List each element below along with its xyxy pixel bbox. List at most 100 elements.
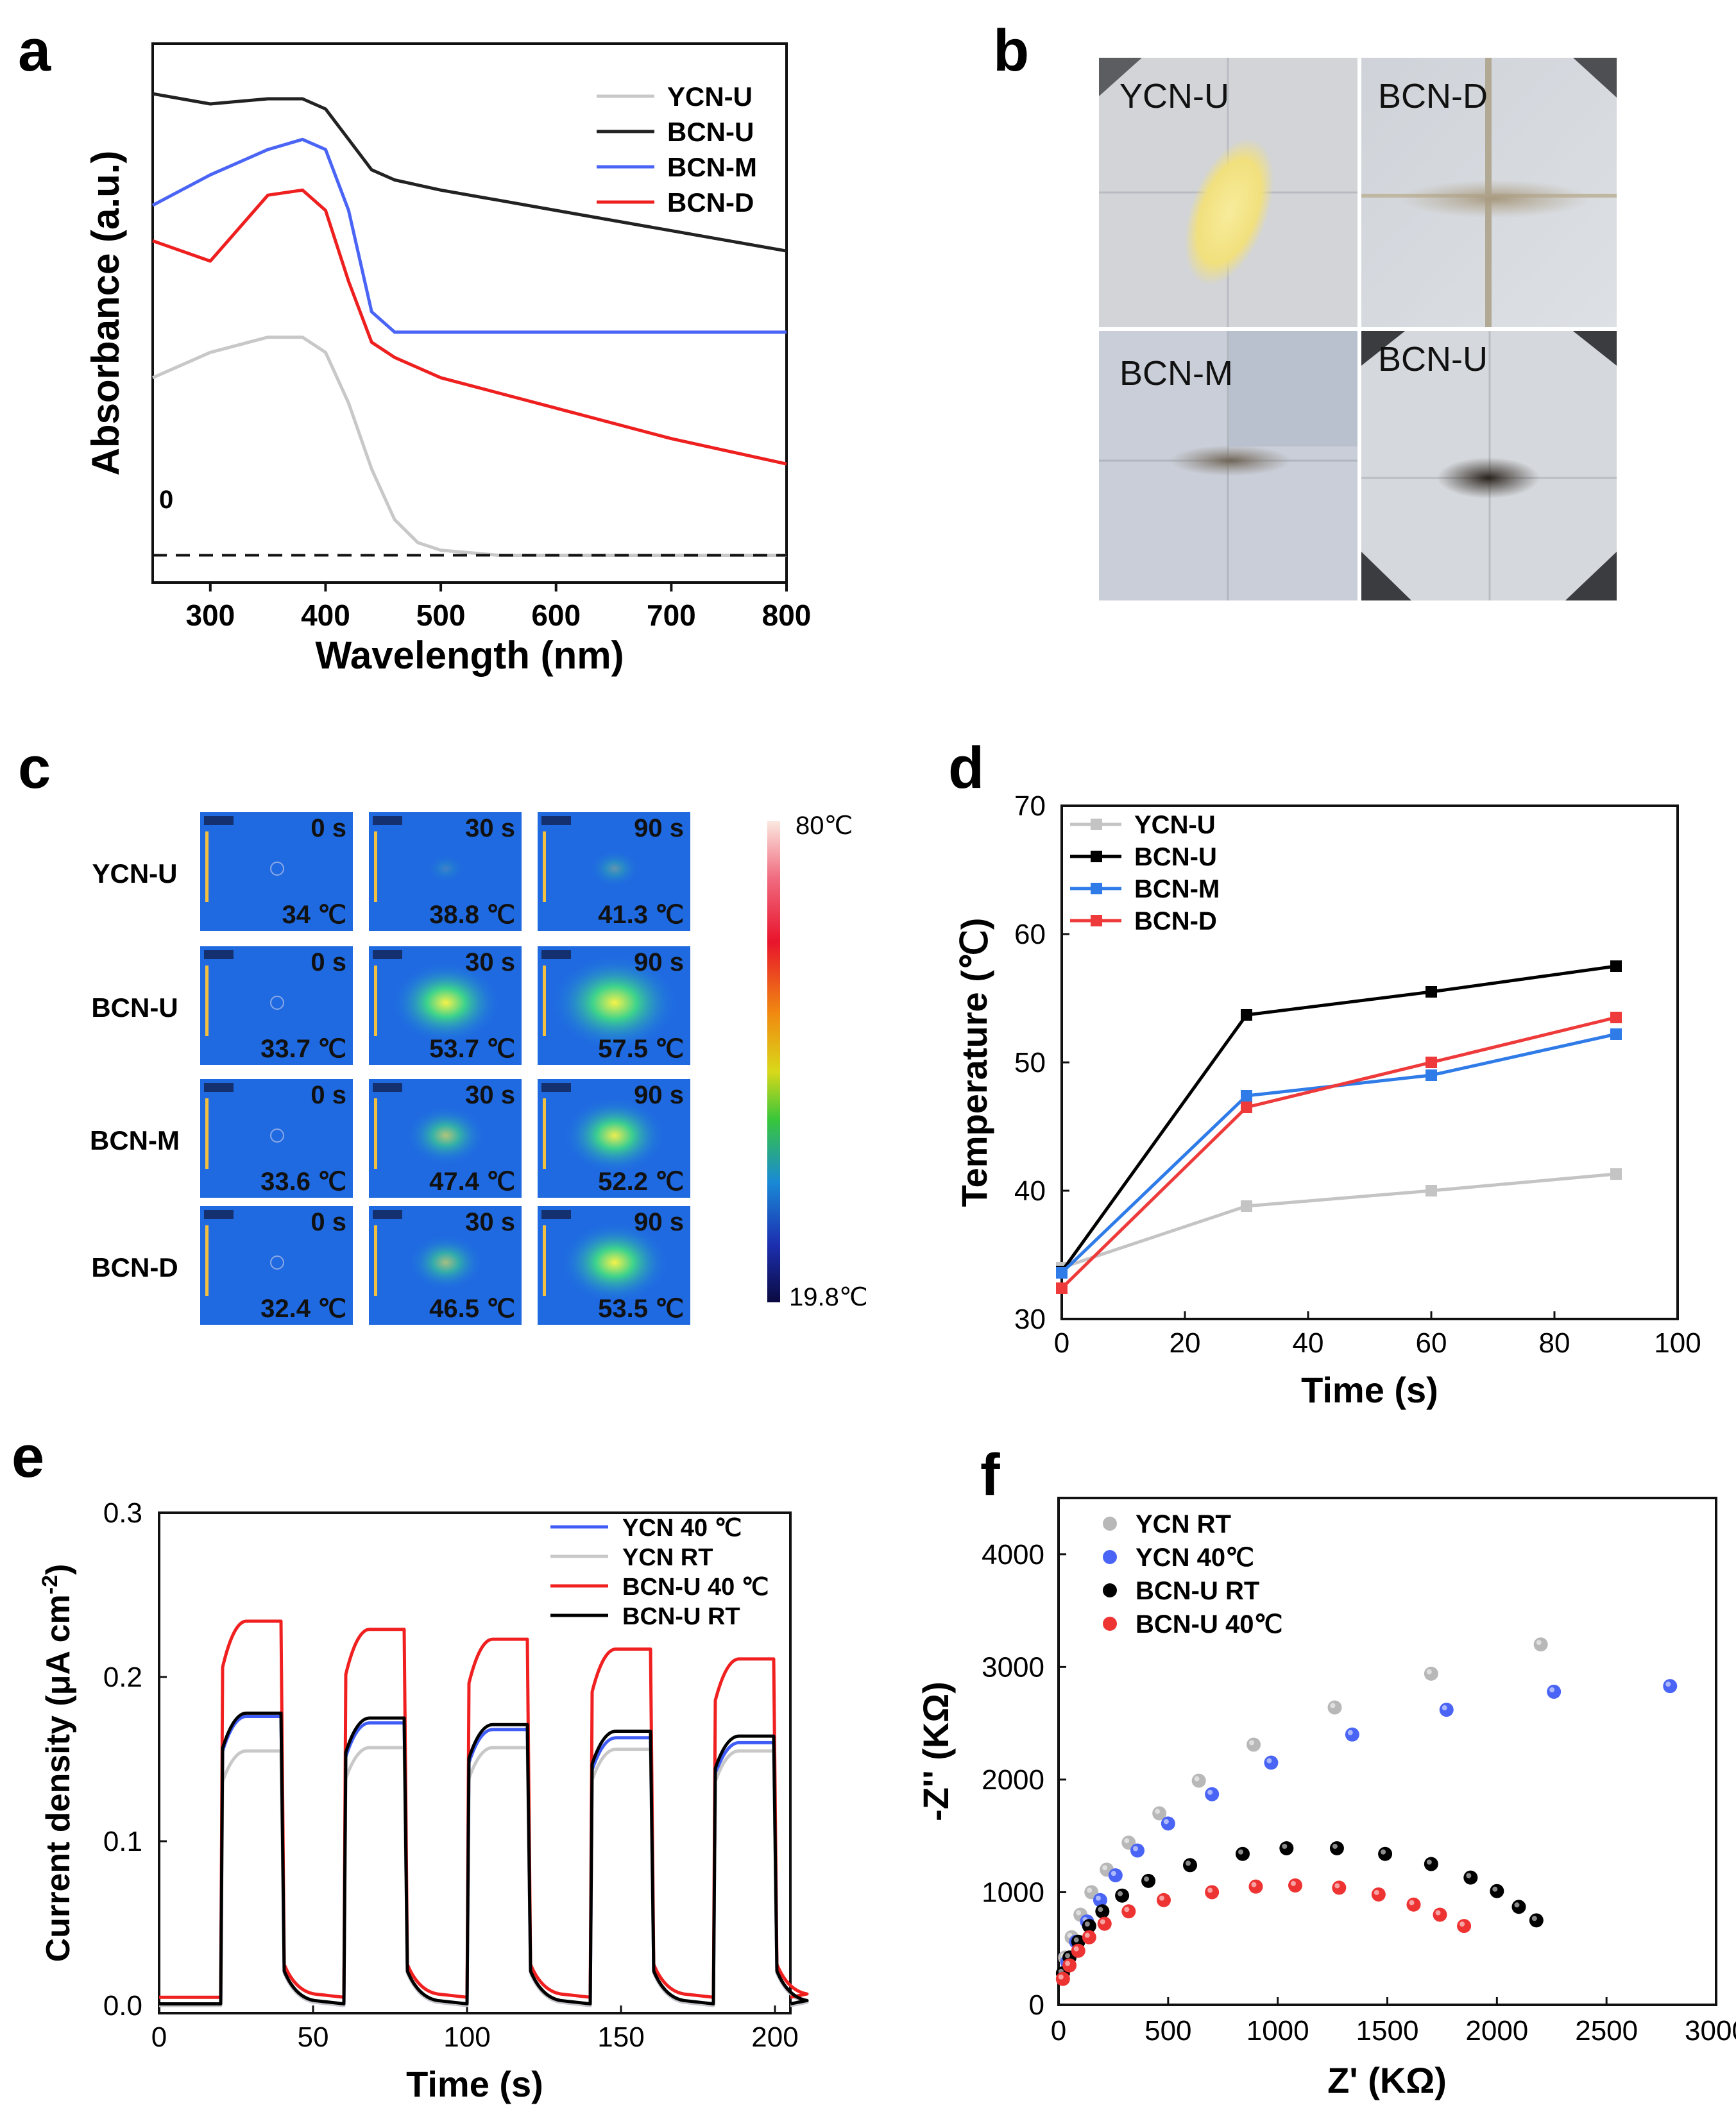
panel-letter-c: c — [18, 735, 51, 801]
panel-letter-b: b — [993, 18, 1029, 83]
x-tick-label: 80 — [1539, 1327, 1570, 1359]
data-point — [1406, 1897, 1421, 1912]
x-tick-label: 150 — [597, 2022, 644, 2053]
time-label: 0 s — [311, 814, 346, 842]
series-line-bcn-u-rt — [159, 1711, 809, 2005]
point-highlight — [1435, 1910, 1441, 1916]
data-point — [1161, 1816, 1175, 1831]
legend-marker — [1103, 1517, 1117, 1531]
mini-scale — [374, 1225, 377, 1296]
photo-tile-bcn-m: BCN-M — [1099, 331, 1357, 600]
point-highlight — [1067, 1932, 1073, 1938]
y-axis-label-d: Temperature (℃) — [954, 918, 994, 1207]
overlay-box — [204, 1210, 234, 1219]
data-point — [1157, 1893, 1171, 1907]
point-highlight — [1076, 1910, 1082, 1916]
x-axis-label-a: Wavelength (nm) — [315, 634, 624, 677]
panel-letter-e: e — [12, 1424, 44, 1490]
photo-tile-ycn-u: YCN-U — [1099, 58, 1357, 327]
legend-label: BCN-U RT — [1136, 1577, 1259, 1605]
legend-label: BCN-U — [667, 117, 754, 147]
legend-marker — [1103, 1550, 1117, 1564]
color-scale-bar — [767, 821, 780, 1302]
point-highlight — [1514, 1902, 1520, 1908]
point-highlight — [1159, 1895, 1164, 1901]
data-point — [1439, 1703, 1454, 1717]
panel-b: b YCN-U BCN-D BCN-M — [993, 18, 1617, 600]
thermal-image-grid: YCN-U 0 s 34 ℃ 30 s 38.8 ℃ 90 s 41.3 ℃ BCN-U 0 s… — [90, 812, 690, 1325]
temperature-label: 47.4 ℃ — [429, 1168, 515, 1196]
data-point — [1062, 1958, 1077, 1973]
data-point — [1327, 1700, 1342, 1715]
x-ticks-a: 300 400 500 600 700 800 — [185, 583, 811, 632]
panel-letter-f: f — [980, 1442, 1000, 1508]
data-point — [1183, 1858, 1197, 1873]
point-highlight — [1100, 1919, 1105, 1925]
mini-scale — [374, 1098, 377, 1169]
y-tick-label: 3000 — [982, 1651, 1044, 1683]
x-tick-label: 2000 — [1465, 2015, 1528, 2047]
scale-max-label: 80℃ — [796, 812, 853, 840]
mini-scale — [543, 966, 546, 1036]
legend-marker — [1091, 819, 1102, 830]
time-label: 30 s — [465, 948, 515, 976]
x-tick-label: 50 — [298, 2022, 329, 2053]
temperature-label: 33.6 ℃ — [260, 1168, 346, 1196]
panel-c: c YCN-U 0 s 34 ℃ 30 s 38.8 ℃ 90 s 41.3 ℃ BCN-U 0… — [18, 735, 868, 1325]
point-highlight — [1111, 1871, 1116, 1877]
legend-a: YCN-U BCN-U BCN-M BCN-D — [597, 81, 757, 217]
hotspot — [406, 1105, 486, 1166]
data-point — [1424, 1666, 1438, 1681]
temperature-label: 33.7 ℃ — [260, 1035, 346, 1063]
data-point — [1279, 1841, 1294, 1855]
tile-corner-shadow — [1573, 58, 1617, 98]
photo-tile-bcn-d: BCN-D — [1361, 58, 1617, 327]
legend-marker — [1103, 1617, 1117, 1631]
data-point — [1241, 1102, 1252, 1113]
data-point — [1345, 1727, 1359, 1742]
tile-label: BCN-M — [1119, 354, 1233, 393]
photo-tile-bcn-u: BCN-U — [1361, 331, 1617, 600]
point-highlight — [1087, 1887, 1093, 1893]
data-point — [1095, 1904, 1110, 1919]
legend-label: YCN 40℃ — [1136, 1544, 1254, 1572]
y-axis-label-e: Current density (μA cm-2) — [38, 1564, 77, 1962]
time-label: 0 s — [311, 1081, 346, 1109]
point-highlight — [1124, 1907, 1130, 1912]
data-point — [1378, 1846, 1393, 1861]
data-point — [1663, 1679, 1678, 1694]
time-label: 0 s — [311, 948, 346, 976]
overlay-box — [541, 1083, 571, 1092]
temperature-label: 53.7 ℃ — [429, 1035, 515, 1063]
point-highlight — [1374, 1889, 1379, 1895]
data-point — [1205, 1885, 1220, 1900]
point-highlight — [1466, 1873, 1472, 1878]
tan-powder — [1399, 180, 1591, 218]
point-highlight — [1665, 1681, 1671, 1687]
point-highlight — [1058, 1974, 1064, 1980]
point-highlight — [1459, 1921, 1465, 1927]
plot-frame-a — [151, 42, 788, 584]
data-point — [1490, 1884, 1504, 1898]
data-point — [1610, 1168, 1622, 1180]
data-point — [1241, 1200, 1252, 1212]
overlay-box — [373, 1210, 402, 1219]
x-tick-label: 0 — [151, 2022, 167, 2053]
crosshair — [270, 996, 284, 1010]
y-tick-label: 70 — [1014, 790, 1046, 822]
point-highlight — [1291, 1880, 1296, 1886]
overlay-box — [541, 950, 571, 959]
temperature-label: 46.5 ℃ — [429, 1295, 515, 1323]
point-highlight — [1549, 1687, 1555, 1692]
legend-label: BCN-U 40 ℃ — [622, 1574, 769, 1601]
impedance-series — [1055, 1637, 1678, 1986]
data-point — [1425, 1185, 1437, 1196]
panel-d: d 0 20 40 60 80 100 30 40 50 60 70 YCN-U BCN-U BCN-M… — [948, 735, 1701, 1410]
data-point — [1610, 960, 1622, 972]
overlay-box — [204, 950, 234, 959]
point-highlight — [1249, 1740, 1255, 1746]
point-highlight — [1409, 1900, 1415, 1905]
data-point — [1425, 986, 1437, 998]
y-tick-label: 4000 — [982, 1539, 1044, 1570]
